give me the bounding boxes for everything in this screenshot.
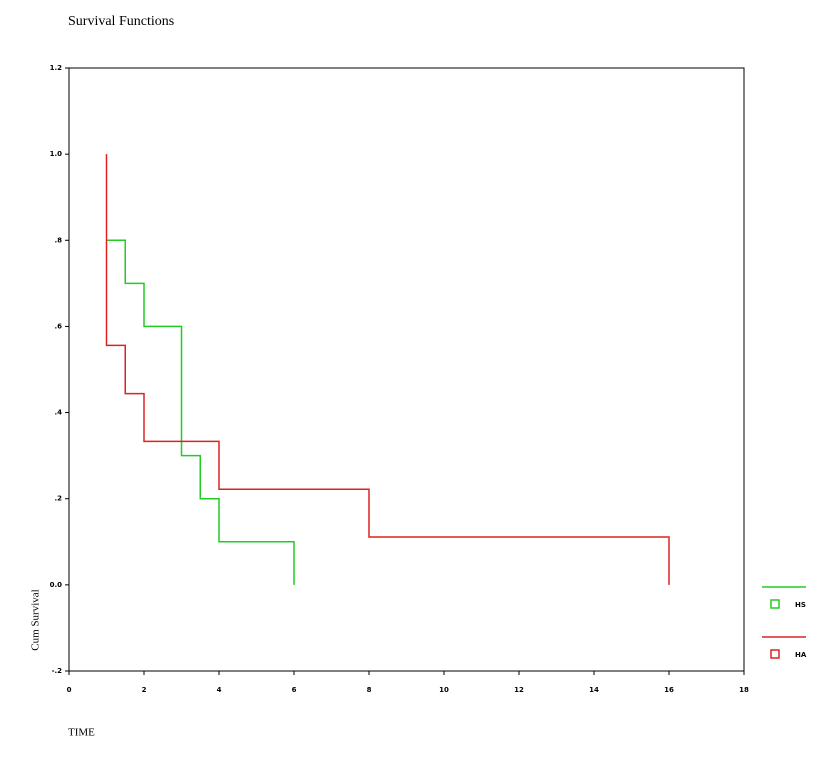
x-tick-label: 8 bbox=[367, 686, 372, 694]
y-tick-label: 1.2 bbox=[50, 64, 63, 72]
legend-label: HA bbox=[795, 651, 807, 659]
y-tick-label: .2 bbox=[54, 495, 62, 503]
y-tick-label: .8 bbox=[54, 236, 62, 244]
x-tick-label: 6 bbox=[292, 686, 297, 694]
chart: Survival Functions TIME Cum Survival 0 2 4… bbox=[0, 0, 813, 769]
y-tick-label: .6 bbox=[54, 322, 62, 330]
y-tick-label: .4 bbox=[54, 409, 62, 417]
x-axis-label: TIME bbox=[68, 727, 95, 739]
x-tick-label: 4 bbox=[217, 686, 222, 694]
legend-swatch bbox=[771, 600, 779, 608]
plot-frame bbox=[69, 68, 744, 671]
y-tick-label: -.2 bbox=[52, 667, 63, 675]
x-tick-label: 10 bbox=[439, 686, 449, 694]
survival-line bbox=[107, 240, 295, 585]
x-tick-label: 16 bbox=[664, 686, 674, 694]
legend-label: HS bbox=[795, 601, 806, 609]
x-tick-label: 14 bbox=[589, 686, 599, 694]
x-tick-label: 12 bbox=[514, 686, 524, 694]
y-axis-label: Cum Survival bbox=[30, 589, 42, 650]
y-tick-label: 1.0 bbox=[50, 150, 63, 158]
x-tick-label: 2 bbox=[142, 686, 147, 694]
survival-line bbox=[107, 154, 670, 585]
x-tick-label: 0 bbox=[67, 686, 72, 694]
y-tick-label: 0.0 bbox=[50, 581, 63, 589]
x-tick-label: 18 bbox=[739, 686, 749, 694]
chart-title: Survival Functions bbox=[68, 14, 174, 29]
legend-swatch bbox=[771, 650, 779, 658]
